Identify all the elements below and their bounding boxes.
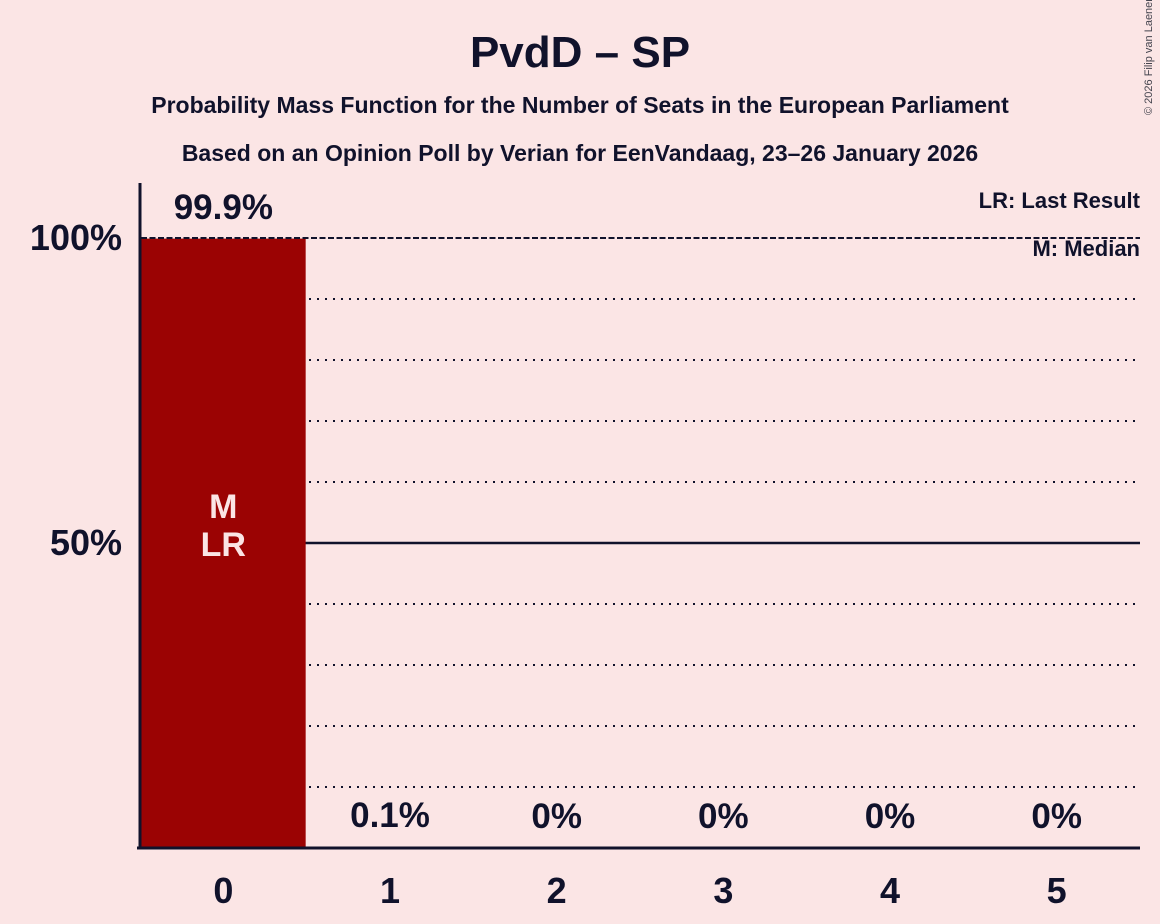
x-tick-label-0: 0 <box>213 870 234 911</box>
chart-subtitle: Probability Mass Function for the Number… <box>151 92 1009 118</box>
bar-seats-0 <box>141 238 306 849</box>
value-label-3: 0% <box>698 797 749 836</box>
x-tick-label-5: 5 <box>1046 870 1067 911</box>
x-tick-label-4: 4 <box>879 870 901 911</box>
copyright-text: © 2026 Filip van Laenen <box>1143 0 1155 115</box>
page-title: PvdD – SP <box>469 28 691 77</box>
y-tick-label-50: 50% <box>49 522 122 563</box>
x-tick-label-2: 2 <box>546 870 567 911</box>
bar-annotation-0: M LR <box>140 488 306 564</box>
x-tick-label-3: 3 <box>713 870 734 911</box>
value-label-2: 0% <box>531 797 582 836</box>
value-label-4: 0% <box>864 797 916 836</box>
value-label-5: 0% <box>1031 797 1082 836</box>
poll-source-subtitle: Based on an Opinion Poll by Verian for E… <box>181 140 979 166</box>
value-label-0: 99.9% <box>173 187 273 227</box>
value-label-1: 0.1% <box>350 796 430 836</box>
bar-annotation-line: LR <box>200 526 246 564</box>
bar-annotation-line: M <box>209 488 238 526</box>
x-tick-label-1: 1 <box>379 870 401 911</box>
legend-median: M: Median <box>1032 236 1140 261</box>
y-tick-label-100: 100% <box>29 217 122 258</box>
legend-last-result: LR: Last Result <box>978 188 1140 213</box>
